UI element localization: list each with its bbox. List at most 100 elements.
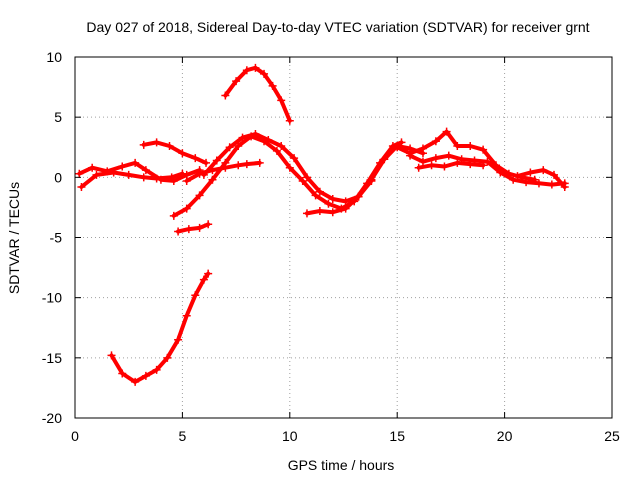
data-point bbox=[328, 208, 337, 217]
data-point bbox=[315, 187, 324, 196]
data-point bbox=[534, 179, 543, 188]
y-axis-label: SDTVAR / TECUs bbox=[6, 182, 22, 294]
series-trace bbox=[176, 222, 211, 234]
data-point bbox=[152, 365, 161, 374]
data-point bbox=[131, 377, 140, 386]
data-point bbox=[285, 163, 294, 172]
data-point bbox=[277, 142, 286, 151]
data-point bbox=[431, 137, 440, 146]
data-point bbox=[208, 175, 217, 184]
data-point bbox=[242, 66, 251, 75]
chart-title: Day 027 of 2018, Sidereal Day-to-day VTE… bbox=[86, 19, 589, 35]
data-point bbox=[418, 157, 427, 166]
data-point bbox=[182, 204, 191, 213]
data-point bbox=[204, 220, 213, 229]
series-trace bbox=[77, 160, 202, 183]
x-tick-label: 15 bbox=[389, 428, 405, 444]
data-point bbox=[212, 156, 221, 165]
data-point bbox=[406, 151, 415, 160]
data-point bbox=[118, 369, 127, 378]
data-point bbox=[264, 136, 273, 145]
data-point bbox=[77, 182, 86, 191]
series-arc-12 bbox=[406, 151, 569, 189]
series-arc-8 bbox=[221, 63, 294, 125]
data-point bbox=[107, 351, 116, 360]
data-point bbox=[199, 170, 208, 179]
data-point bbox=[302, 209, 311, 218]
data-point bbox=[453, 158, 462, 167]
data-point bbox=[255, 158, 264, 167]
series-trace bbox=[223, 65, 292, 123]
data-point bbox=[141, 371, 150, 380]
data-point bbox=[290, 154, 299, 163]
y-tick-label: -15 bbox=[42, 350, 62, 366]
data-point bbox=[234, 142, 243, 151]
tick-layer: 0 5 10 15 20 25 -20 -15 -10 -5 0 5 10 bbox=[42, 49, 620, 444]
x-tick-label: 0 bbox=[71, 428, 79, 444]
data-point bbox=[380, 155, 389, 164]
data-point bbox=[277, 96, 286, 105]
data-point bbox=[367, 176, 376, 185]
y-tick-label: -5 bbox=[50, 230, 63, 246]
data-point bbox=[251, 130, 260, 139]
data-point bbox=[178, 149, 187, 158]
data-point bbox=[431, 154, 440, 163]
data-point bbox=[199, 275, 208, 284]
data-point bbox=[526, 168, 535, 177]
data-point bbox=[242, 160, 251, 169]
series-arc-11 bbox=[393, 127, 539, 184]
data-point bbox=[285, 116, 294, 125]
data-point bbox=[118, 162, 127, 171]
data-point bbox=[234, 161, 243, 170]
series-arc-13 bbox=[414, 158, 488, 172]
data-point bbox=[547, 180, 556, 189]
data-point bbox=[268, 81, 277, 90]
series-arc-14 bbox=[513, 166, 569, 191]
data-point bbox=[202, 158, 211, 167]
data-point bbox=[466, 160, 475, 169]
data-point bbox=[513, 172, 522, 181]
series-arc-5 bbox=[182, 158, 264, 185]
y-tick-label: -10 bbox=[42, 290, 62, 306]
data-point bbox=[184, 225, 193, 234]
data-point bbox=[444, 151, 453, 160]
data-point bbox=[509, 175, 518, 184]
series-trace bbox=[201, 132, 425, 204]
data-point bbox=[550, 170, 559, 179]
grid-layer bbox=[75, 57, 612, 418]
y-tick-label: 5 bbox=[54, 109, 62, 125]
data-point bbox=[414, 163, 423, 172]
data-point bbox=[232, 77, 241, 86]
data-point bbox=[427, 161, 436, 170]
data-point bbox=[131, 158, 140, 167]
x-tick-label: 20 bbox=[497, 428, 513, 444]
data-point bbox=[221, 163, 230, 172]
data-point bbox=[165, 142, 174, 151]
data-point bbox=[453, 142, 462, 151]
series-arc-6 bbox=[174, 220, 213, 236]
data-point bbox=[315, 207, 324, 216]
data-point bbox=[195, 169, 204, 178]
data-point bbox=[167, 173, 176, 182]
data-point bbox=[442, 127, 451, 136]
y-tick-label: 10 bbox=[46, 49, 62, 65]
data-point bbox=[139, 140, 148, 149]
series-arc-2 bbox=[77, 168, 187, 191]
data-point bbox=[163, 353, 172, 362]
data-point bbox=[483, 157, 492, 166]
data-point bbox=[251, 63, 260, 72]
data-point bbox=[354, 192, 363, 201]
data-point bbox=[496, 168, 505, 177]
series-arc-7 bbox=[107, 269, 213, 386]
data-point bbox=[341, 204, 350, 213]
x-tick-label: 10 bbox=[282, 428, 298, 444]
data-point bbox=[225, 143, 234, 152]
data-point bbox=[191, 154, 200, 163]
data-point bbox=[260, 69, 269, 78]
data-point bbox=[522, 178, 531, 187]
data-point bbox=[124, 170, 133, 179]
data-point bbox=[174, 227, 183, 236]
data-point bbox=[195, 223, 204, 232]
